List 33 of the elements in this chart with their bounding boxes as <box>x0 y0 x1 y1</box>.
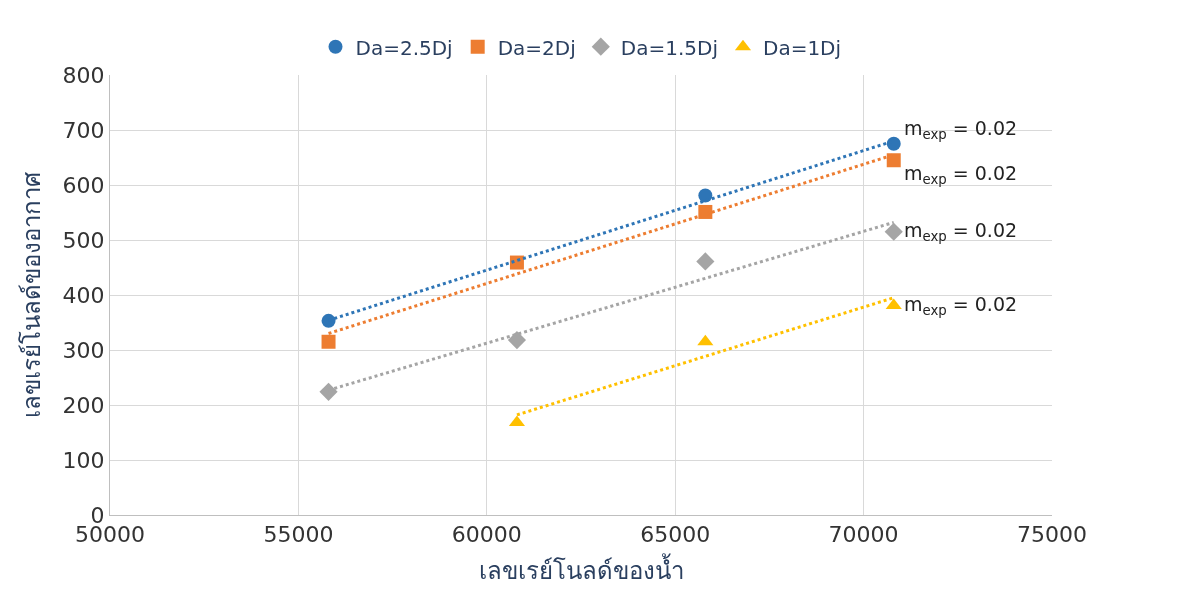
legend-label: Da=2Dj <box>497 35 576 60</box>
point <box>886 136 901 151</box>
y-tick-label: 500 <box>62 227 105 253</box>
y-tick-label: 800 <box>62 62 105 88</box>
y-axis-title: เลขเรย์โนลด์ของอากาศ <box>17 172 46 418</box>
point <box>319 382 338 401</box>
y-tick-label: 400 <box>62 282 105 308</box>
point <box>507 331 527 350</box>
x-tick-label: 55000 <box>263 522 334 548</box>
annotation: m$_{exp}$ = 0.02 <box>904 162 1018 187</box>
point <box>884 222 903 241</box>
point <box>698 204 713 219</box>
annotation: m$_{exp}$ = 0.02 <box>904 219 1018 244</box>
annotation: m$_{exp}$ = 0.02 <box>904 117 1018 142</box>
x-tick-label: 50000 <box>75 522 145 548</box>
y-tick-label: 600 <box>62 172 105 198</box>
y-tick-label: 700 <box>62 117 105 143</box>
point <box>886 153 901 168</box>
legend-label: Da=1Dj <box>762 35 842 60</box>
legend-label: Da=1.5Dj <box>620 35 718 60</box>
point <box>321 334 336 349</box>
x-tick-label: 65000 <box>640 522 711 548</box>
y-tick-label: 100 <box>62 447 105 473</box>
point <box>696 252 715 271</box>
x-tick-label: 60000 <box>451 522 522 548</box>
y-tick-label: 300 <box>62 337 105 363</box>
legend-label: Da=2.5Dj <box>355 35 453 60</box>
y-tick-label: 200 <box>62 392 105 418</box>
x-tick-label: 75000 <box>1017 522 1087 548</box>
x-axis-title: เลขเรย์โนลด์ของน้ำ <box>478 552 684 585</box>
x-tick-label: 70000 <box>828 522 899 548</box>
point <box>697 334 714 346</box>
annotation: m$_{exp}$ = 0.02 <box>904 293 1018 318</box>
